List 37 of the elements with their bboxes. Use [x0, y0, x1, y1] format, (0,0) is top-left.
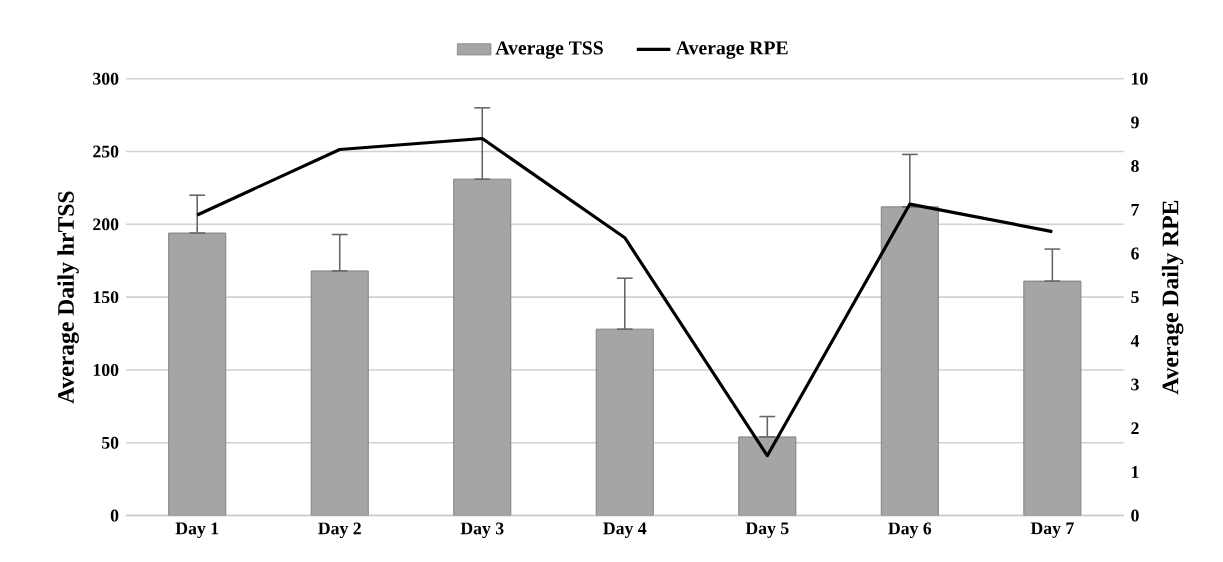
y-tick-label: 250 — [93, 145, 119, 158]
x-tick-label: Day 2 — [318, 522, 361, 539]
y2-tick-label: 8 — [1131, 160, 1139, 173]
y2-tick-label: 6 — [1131, 247, 1139, 260]
y-tick-label: 300 — [93, 72, 119, 85]
y-tick-label: 100 — [93, 364, 119, 377]
x-tick-label: Day 7 — [1030, 522, 1074, 539]
bar — [1023, 280, 1082, 516]
x-tick-label: Day 5 — [745, 522, 789, 539]
y2-tick-label: 0 — [1131, 509, 1139, 522]
y-tick-label: 200 — [93, 218, 119, 231]
bar — [168, 232, 227, 516]
y2-tick-label: 4 — [1130, 335, 1140, 347]
y2-tick-label: 5 — [1131, 291, 1139, 304]
y-tick-label: 50 — [101, 436, 119, 449]
x-tick-label: Day 4 — [603, 522, 647, 539]
y2-tick-label: 7 — [1131, 204, 1139, 216]
y2-tick-label: 2 — [1131, 422, 1139, 435]
line-series — [195, 137, 1054, 458]
y-tick-label: 0 — [110, 509, 119, 522]
bar — [738, 436, 797, 516]
y2-tick-label: 1 — [1131, 466, 1139, 478]
x-tick-label: Day 3 — [460, 522, 504, 539]
legend-label: Average TSS — [495, 41, 603, 59]
bar — [595, 328, 654, 516]
y-tick-label: 150 — [93, 291, 119, 304]
y2-axis-title: Average Daily RPE — [1161, 200, 1184, 395]
y-axis-title: Average Daily hrTSS — [57, 191, 79, 404]
x-tick-label: Day 1 — [175, 522, 219, 539]
y2-tick-label: 10 — [1131, 72, 1148, 85]
bar — [453, 178, 512, 516]
x-tick-label: Day 6 — [888, 522, 932, 539]
y2-tick-label: 3 — [1131, 378, 1139, 391]
bar — [880, 206, 939, 516]
y2-tick-label: 9 — [1131, 116, 1139, 129]
bar — [310, 270, 369, 516]
legend-label: Average RPE — [676, 41, 788, 59]
